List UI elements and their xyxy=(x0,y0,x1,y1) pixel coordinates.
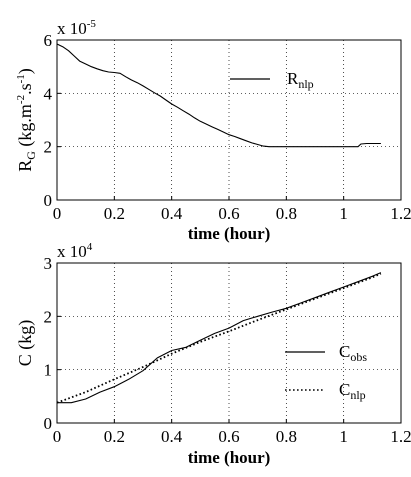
bottom-multiplier-base: x 10 xyxy=(57,242,87,261)
bottom-y-tick-label: 1 xyxy=(44,361,53,380)
top-grid xyxy=(56,39,402,201)
top-y-label-unit-text: (kg.m xyxy=(15,104,36,147)
top-y-label-mid: .s xyxy=(15,83,35,95)
top-y-label-close: ) xyxy=(15,68,36,74)
top-y-tick-labels: 0 2 4 6 xyxy=(44,31,53,210)
top-x-tick-labels: 0 0.2 0.4 0.6 0.8 1 1.2 xyxy=(53,204,411,223)
bottom-y-tick-label: 0 xyxy=(44,414,53,433)
top-y-tick-label: 0 xyxy=(44,191,53,210)
bottom-legend-name-obs: C xyxy=(339,342,350,361)
bottom-x-tick-label: 1.2 xyxy=(390,427,411,446)
top-y-axis-label: RG (kg.m-2.s-1) xyxy=(15,68,38,172)
bottom-legend-name-nlp: C xyxy=(339,380,350,399)
top-multiplier-base: x 10 xyxy=(57,19,87,38)
bottom-chart: 0 0.2 0.4 0.6 0.8 1 1.2 0 1 2 3 x 104 time (hour)… xyxy=(15,241,411,467)
top-series xyxy=(56,43,381,148)
bottom-series-line-cnlp xyxy=(56,272,382,404)
top-x-tick-label: 0.6 xyxy=(218,204,239,223)
bottom-y-tick-labels: 0 1 2 3 xyxy=(44,254,53,433)
bottom-x-tick-label: 0.2 xyxy=(104,427,125,446)
bottom-y-tick-label: 2 xyxy=(44,307,53,326)
bottom-legend: Cobs Cnlp xyxy=(285,342,367,402)
bottom-x-tick-labels: 0 0.2 0.4 0.6 0.8 1 1.2 xyxy=(53,427,411,446)
top-x-tick-label: 0.2 xyxy=(104,204,125,223)
top-y-label-exp2: -1 xyxy=(15,74,27,83)
top-x-tick-label: 0.4 xyxy=(161,204,183,223)
top-x-axis-label: time (hour) xyxy=(188,224,271,243)
top-multiplier-exp: -5 xyxy=(87,18,97,30)
top-x-tick-label: 1.2 xyxy=(390,204,411,223)
bottom-x-axis-label: time (hour) xyxy=(188,448,271,467)
top-y-tick-label: 4 xyxy=(44,84,53,103)
top-y-label-sub: G xyxy=(24,151,38,160)
bottom-x-tick-label: 0.8 xyxy=(276,427,297,446)
bottom-x-tick-label: 0.4 xyxy=(161,427,183,446)
top-x-tick-label: 0.8 xyxy=(276,204,297,223)
bottom-y-axis-label: C (kg) xyxy=(15,320,36,367)
top-legend-sub: nlp xyxy=(298,77,313,91)
top-multiplier: x 10-5 xyxy=(57,18,96,38)
top-legend-name: R xyxy=(287,69,299,88)
bottom-x-tick-label: 0.6 xyxy=(218,427,239,446)
top-y-label-main: R xyxy=(15,160,35,172)
bottom-multiplier-exp: 4 xyxy=(87,241,93,253)
bottom-legend-sub-obs: obs xyxy=(350,350,367,364)
bottom-x-tick-label: 1 xyxy=(339,427,348,446)
bottom-legend-label-cobs: Cobs xyxy=(339,342,367,364)
top-plot-frame xyxy=(56,39,402,201)
bottom-legend-sub-nlp: nlp xyxy=(350,388,365,402)
top-chart: 0 0.2 0.4 0.6 0.8 1 1.2 0 2 4 6 x 10-5 time (hour… xyxy=(15,18,411,243)
top-x-tick-label: 0 xyxy=(53,204,62,223)
top-y-tick-label: 2 xyxy=(44,138,53,157)
bottom-series-line-cobs xyxy=(57,272,382,404)
top-x-tick-label: 1 xyxy=(339,204,348,223)
bottom-multiplier: x 104 xyxy=(57,241,93,261)
top-legend: Rnlp xyxy=(230,69,314,91)
bottom-series xyxy=(56,272,382,404)
top-legend-label-rnlp: Rnlp xyxy=(287,69,314,91)
top-y-tick-label: 6 xyxy=(44,31,53,50)
bottom-legend-label-cnlp: Cnlp xyxy=(339,380,366,402)
bottom-x-tick-label: 0 xyxy=(53,427,62,446)
bottom-y-tick-label: 3 xyxy=(44,254,53,273)
bottom-plot-frame xyxy=(56,262,402,424)
top-series-line-rnlp xyxy=(56,43,381,148)
top-y-label-exp1: -2 xyxy=(15,95,27,104)
